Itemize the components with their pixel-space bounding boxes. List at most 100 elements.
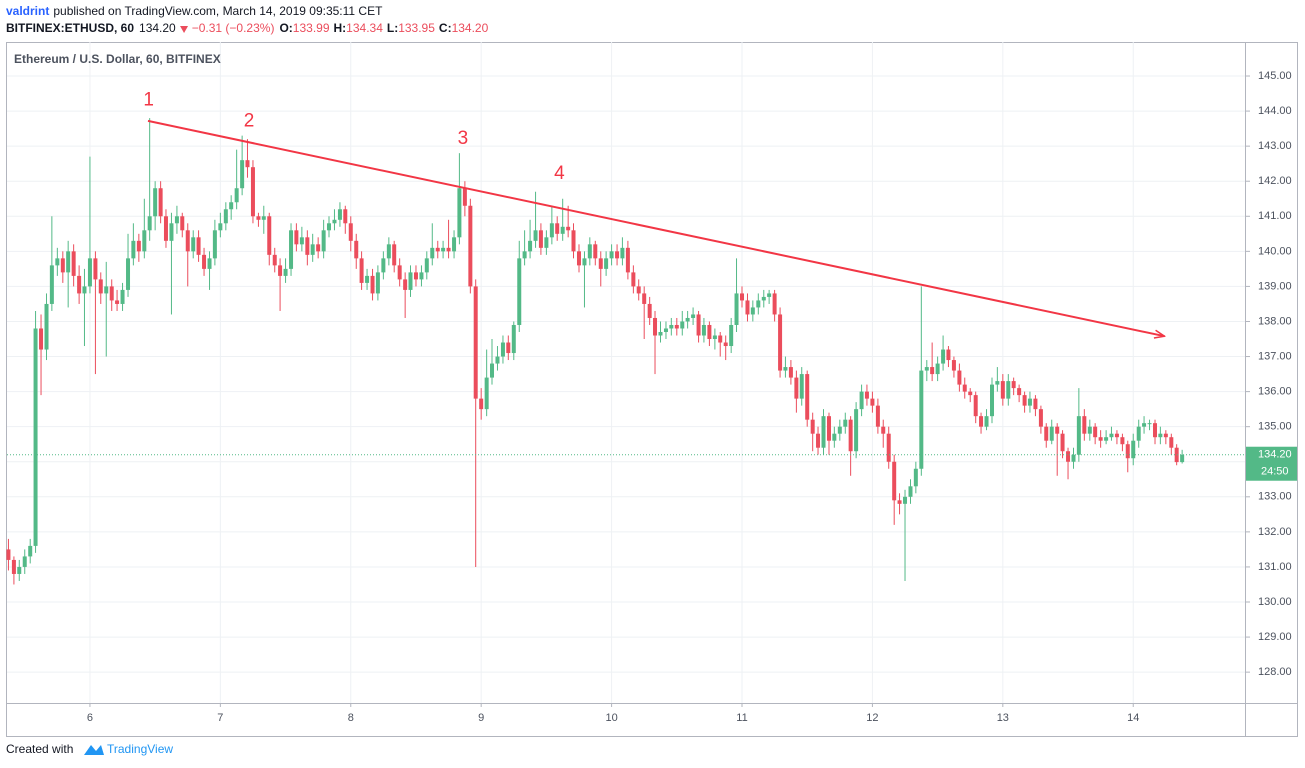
footer-created: Created with bbox=[6, 742, 73, 756]
candle-body bbox=[490, 363, 495, 378]
candle-body bbox=[696, 314, 701, 336]
candle-body bbox=[419, 272, 424, 280]
candle-body bbox=[1027, 398, 1032, 406]
candle-body bbox=[881, 426, 886, 434]
x-tick-label: 11 bbox=[736, 712, 747, 724]
candle-body bbox=[1153, 423, 1158, 438]
candle-body bbox=[245, 160, 250, 168]
y-tick-label: 128.00 bbox=[1258, 666, 1292, 678]
candle-body bbox=[756, 300, 761, 308]
candle-body bbox=[153, 188, 158, 217]
candle-body bbox=[533, 230, 538, 241]
candle-body bbox=[468, 205, 473, 287]
candle-body bbox=[441, 247, 446, 252]
candle-body bbox=[1174, 447, 1179, 463]
candle-body bbox=[33, 328, 38, 546]
candle-body bbox=[897, 500, 902, 504]
candle-body bbox=[892, 461, 897, 501]
candle-body bbox=[158, 188, 163, 217]
candle-body bbox=[984, 416, 989, 427]
candle-body bbox=[196, 237, 201, 255]
candle-body bbox=[935, 363, 940, 375]
candle-body bbox=[424, 258, 429, 273]
candle-body bbox=[234, 188, 239, 203]
candle-body bbox=[1017, 388, 1022, 396]
candle-body bbox=[1076, 416, 1081, 455]
candle-body bbox=[680, 321, 685, 329]
candle-body bbox=[120, 289, 125, 304]
author[interactable]: valdrint bbox=[6, 4, 49, 18]
candle-body bbox=[1049, 426, 1054, 441]
candle-body bbox=[767, 293, 772, 297]
candle-body bbox=[267, 216, 272, 255]
candle-body bbox=[354, 240, 359, 259]
candle-body bbox=[326, 223, 331, 231]
candle-body bbox=[299, 237, 304, 245]
candle-body bbox=[718, 335, 723, 343]
candle-body bbox=[870, 398, 875, 406]
candle-body bbox=[821, 416, 826, 448]
candle-body bbox=[82, 286, 87, 294]
candle-body bbox=[1158, 433, 1163, 438]
candle-body bbox=[174, 216, 179, 224]
candle-body bbox=[272, 254, 277, 266]
candle-body bbox=[734, 293, 739, 325]
quote-label: H: bbox=[334, 21, 347, 35]
candle-body bbox=[571, 230, 576, 252]
y-tick-label: 138.00 bbox=[1258, 315, 1292, 327]
candle-body bbox=[783, 367, 788, 371]
candle-body bbox=[653, 317, 658, 336]
y-tick-label: 145.00 bbox=[1258, 70, 1292, 82]
candle-body bbox=[397, 265, 402, 280]
y-tick-label: 140.00 bbox=[1258, 245, 1292, 257]
candle-body bbox=[1142, 423, 1147, 427]
candle-body bbox=[886, 433, 891, 462]
candle-body bbox=[6, 549, 11, 560]
candle-body bbox=[104, 286, 109, 294]
y-tick-label: 142.00 bbox=[1258, 175, 1292, 187]
candle-body bbox=[712, 335, 717, 340]
candle-body bbox=[723, 342, 728, 347]
candle-body bbox=[375, 272, 380, 294]
candle-body bbox=[1120, 437, 1125, 445]
y-tick-label: 143.00 bbox=[1258, 140, 1292, 152]
symbol: BITFINEX:ETHUSD, 60 bbox=[6, 21, 134, 35]
candle-body bbox=[446, 247, 451, 252]
candle-body bbox=[479, 398, 484, 410]
candle-body bbox=[185, 230, 190, 252]
footer-brand[interactable]: TradingView bbox=[107, 742, 173, 756]
candle-body bbox=[837, 426, 842, 434]
candle-body bbox=[223, 209, 228, 224]
candle-body bbox=[1087, 426, 1092, 434]
candle-body bbox=[495, 356, 500, 364]
x-tick-label: 6 bbox=[87, 712, 93, 724]
candle-body bbox=[240, 160, 245, 189]
candle-body bbox=[913, 468, 918, 487]
x-tick-label: 9 bbox=[478, 712, 484, 724]
candle-body bbox=[854, 409, 859, 452]
candle-body bbox=[60, 258, 65, 273]
quote-value: 133.95 bbox=[398, 21, 435, 35]
candle-body bbox=[1000, 381, 1005, 399]
candle-body bbox=[522, 251, 527, 259]
candle-body bbox=[979, 416, 984, 427]
candle-body bbox=[642, 293, 647, 304]
frame bbox=[6, 42, 1298, 737]
candle-body bbox=[11, 559, 16, 574]
last-price-box bbox=[1246, 446, 1297, 481]
candle-body bbox=[946, 349, 951, 361]
candle-body bbox=[462, 188, 467, 206]
candle-body bbox=[202, 254, 207, 269]
candle-body bbox=[278, 265, 283, 276]
candle-body bbox=[903, 496, 908, 504]
candle-body bbox=[810, 419, 815, 434]
down-triangle bbox=[180, 26, 189, 33]
candle-body bbox=[511, 324, 516, 354]
candle-body bbox=[87, 258, 92, 287]
candle-body bbox=[180, 216, 185, 231]
candle-body bbox=[615, 251, 620, 259]
candle-body bbox=[44, 303, 49, 350]
candle-body bbox=[261, 216, 266, 220]
candle-body bbox=[745, 300, 750, 315]
